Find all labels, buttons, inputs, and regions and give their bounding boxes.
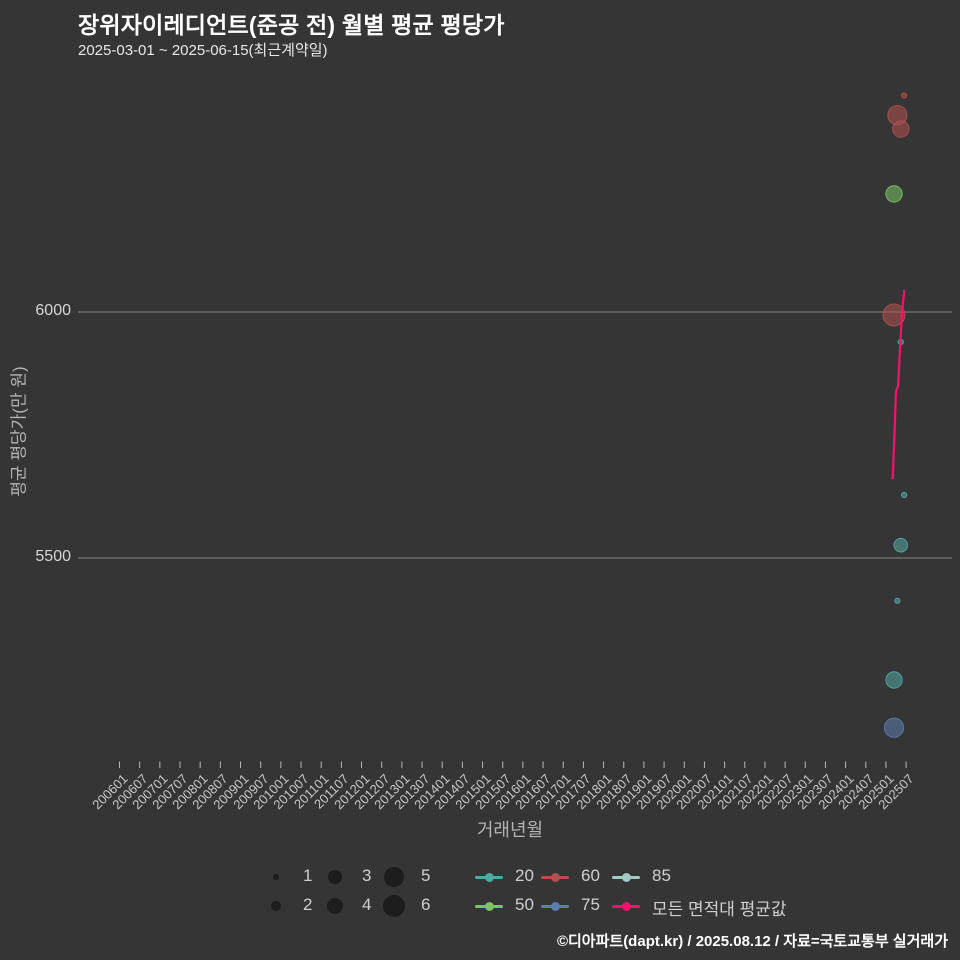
bubble[interactable]: [885, 671, 903, 689]
bubble[interactable]: [885, 185, 903, 203]
y-axis-label: 평균 평당가(만 원): [9, 366, 29, 497]
bubble[interactable]: [882, 303, 906, 327]
y-tick-label: 5500: [35, 548, 71, 565]
y-tick-label: 6000: [35, 302, 71, 319]
legend-color-dot: [621, 872, 631, 882]
bubble[interactable]: [892, 120, 910, 138]
legend-color-label: 60: [581, 866, 600, 885]
legend-color-dot: [484, 872, 494, 882]
legend-color-label: 75: [581, 895, 600, 914]
legend-color-dot: [550, 901, 560, 911]
legend-size-swatch[interactable]: [326, 897, 344, 915]
bubble[interactable]: [901, 92, 908, 99]
x-axis-label: 거래년월: [476, 820, 544, 840]
legend-color-label: 50: [515, 895, 534, 914]
bubble[interactable]: [883, 717, 905, 738]
legend-size-label: 5: [421, 866, 431, 885]
legend-size-label: 4: [362, 895, 372, 914]
bubble[interactable]: [894, 597, 901, 604]
legend-color-dot: [484, 901, 494, 911]
legend-size-label: 3: [362, 866, 372, 885]
legend-color-label: 85: [652, 866, 671, 885]
legend-size-swatch[interactable]: [384, 867, 404, 887]
legend-color-label: 모든 면적대 평균값: [652, 900, 787, 919]
legend-size-swatch[interactable]: [383, 895, 405, 917]
legend-size-label: 2: [303, 895, 313, 914]
footer-credit: ©디아파트(dapt.kr) / 2025.08.12 / 자료=국토교통부 실…: [556, 933, 948, 950]
legend-color-dot: [621, 901, 631, 911]
legend-color-label: 20: [515, 866, 534, 885]
avg-line: [891, 289, 906, 480]
legend-size-swatch[interactable]: [328, 870, 342, 884]
legend-color-dot: [550, 872, 560, 882]
bubble[interactable]: [901, 491, 908, 499]
legend-size-label: 1: [303, 866, 313, 885]
legend-size-swatch[interactable]: [271, 901, 281, 911]
chart-title: 장위자이레디언트(준공 전) 월별 평균 평당가: [78, 12, 505, 38]
legend-size-swatch[interactable]: [273, 874, 279, 880]
legend-size-label: 6: [421, 895, 431, 914]
chart-subtitle: 2025-03-01 ~ 2025-06-15(최근계약일): [78, 42, 328, 59]
bubble[interactable]: [893, 537, 909, 553]
